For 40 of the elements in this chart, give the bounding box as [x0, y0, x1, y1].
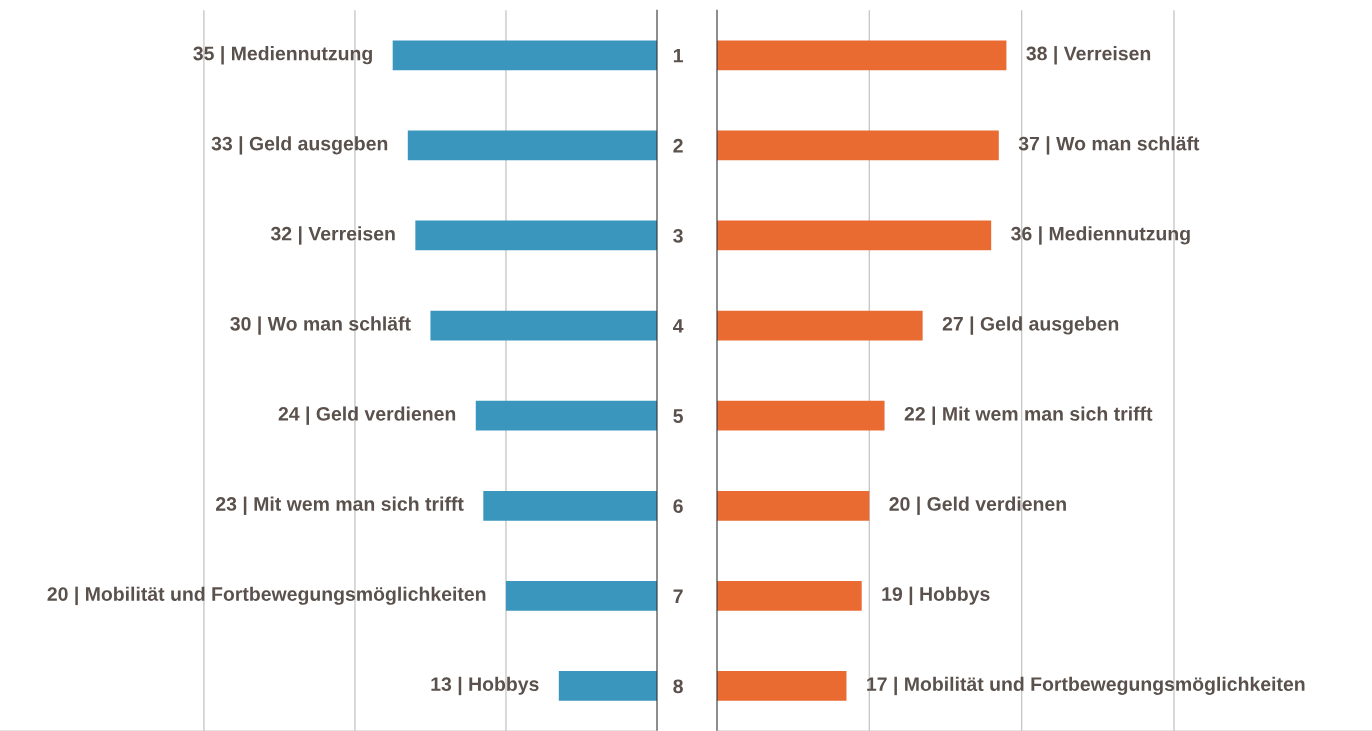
data-label: 20 | Mobilität und Fortbewegungsmöglichkeiten: [47, 586, 486, 606]
data-label: 19 | Hobbys: [882, 586, 990, 606]
data-label: 30 | Wo man schläft: [230, 316, 411, 335]
data-label: 20 | Geld verdienen: [889, 496, 1066, 515]
bar: [717, 40, 1007, 71]
data-label: 22 | Mit wem man sich trifft: [904, 406, 1153, 425]
data-label: 13 | Hobbys: [431, 676, 539, 696]
y-tick-label: 6: [673, 499, 683, 513]
y-tick-label: 7: [673, 589, 683, 603]
bar: [717, 580, 862, 611]
bar: [415, 220, 657, 251]
bar: [717, 310, 923, 341]
bar: [717, 400, 885, 431]
y-tick-label: 5: [673, 409, 683, 423]
y-tick-label: 4: [673, 319, 684, 333]
bar: [392, 40, 657, 71]
bar: [558, 671, 657, 701]
data-label: 24 | Geld verdienen: [278, 406, 456, 425]
data-label: 23 | Mit wem man sich trifft: [216, 496, 464, 515]
data-label: 36 | Mediennutzung: [1011, 226, 1190, 245]
data-label: 35 | Mediennutzung: [193, 46, 372, 65]
data-label: 37 | Wo man schläft: [1018, 136, 1200, 155]
y-tick-label: 2: [673, 138, 683, 153]
bar: [717, 220, 992, 251]
bar: [505, 580, 657, 611]
y-tick-label: 8: [673, 679, 683, 694]
data-label: 38 | Verreisen: [1026, 46, 1151, 65]
y-tick-label: 1: [673, 48, 683, 63]
bar: [430, 310, 657, 341]
bar: [717, 490, 870, 521]
data-label: 33 | Geld ausgeben: [211, 136, 388, 155]
bar: [475, 400, 657, 431]
data-label: 32 | Verreisen: [270, 226, 395, 245]
y-tick-label: 3: [673, 228, 683, 243]
data-label: 17 | Mobilität und Fortbewegungsmöglichkeiten: [867, 676, 1305, 696]
data-label: 27 | Geld ausgeben: [942, 316, 1119, 335]
bar: [717, 130, 999, 161]
bar: [407, 130, 657, 161]
bar: [717, 671, 847, 701]
bar: [483, 490, 657, 521]
